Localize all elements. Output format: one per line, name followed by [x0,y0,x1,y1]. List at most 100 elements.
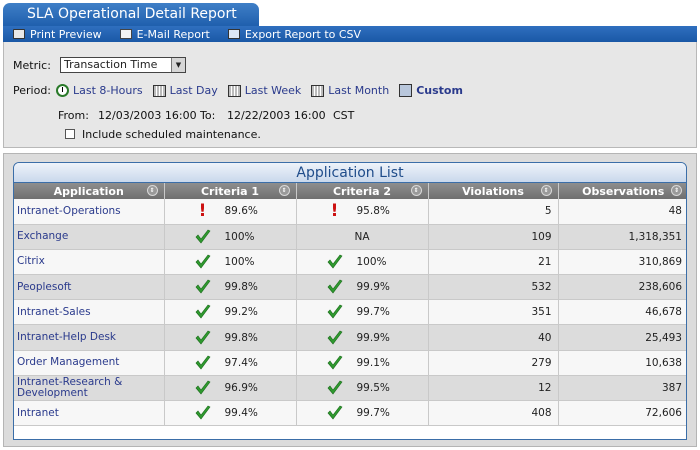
observations-value: 10,638 [558,350,686,376]
column-header-criteria-2[interactable]: Criteria 2 ⇕ [296,183,429,199]
criteria-cell: 100% [296,249,429,276]
table-row[interactable]: Order Management 97.4% 99.1% 279 10,638 [14,350,686,376]
sort-icon[interactable]: ⇕ [540,185,552,196]
table-row[interactable]: Intranet-Help Desk 99.8% 99.9% 40 25,493 [14,324,686,351]
custom-calendar-icon [399,84,413,97]
column-header-criteria-1[interactable]: Criteria 1 ⇕ [164,183,297,199]
period-last-8-hours[interactable]: Last 8-Hours [56,84,143,97]
application-link[interactable]: Intranet-Research & Development [14,375,165,402]
print-preview-button[interactable]: Print Preview [13,28,102,41]
to-label: To: [200,109,216,122]
violations-value: 279 [428,350,559,376]
column-header-violations[interactable]: Violations ⇕ [428,183,559,199]
criteria-cell: 100% [164,249,297,276]
checkmark-icon [195,405,211,421]
criteria-cell: 99.4% [164,400,297,427]
maintenance-label: Include scheduled maintenance. [82,128,261,141]
column-header-application[interactable]: Application ⇕ [14,183,165,199]
criteria-cell: 99.2% [164,299,297,326]
criteria-value: 100% [224,230,255,243]
observations-value: 72,606 [558,400,686,427]
table-row[interactable]: Intranet-Research & Development 96.9% 99.5… [14,375,686,402]
to-value[interactable]: 12/22/2003 16:00 [227,109,326,122]
table-row[interactable]: Exchange 100% NA 109 1,318,351 [14,224,686,250]
period-label-text: Last 8-Hours [73,84,143,97]
export-icon [227,29,240,39]
table-row[interactable]: Citrix 100% 100% 21 310,869 [14,249,686,276]
checkmark-icon [195,330,211,346]
checkmark-icon [195,304,211,320]
export-csv-button[interactable]: Export Report to CSV [227,28,361,41]
application-link[interactable]: Intranet [14,400,165,427]
criteria-cell: 99.7% [296,400,429,427]
period-last-week[interactable]: Last Week [227,84,302,97]
metric-select[interactable]: Transaction Time ▼ [60,57,186,73]
period-label-text: Last Day [169,84,218,97]
criteria-value: 95.8% [356,205,390,218]
application-link[interactable]: Intranet-Help Desk [14,324,165,351]
from-value[interactable]: 12/03/2003 16:00 [98,109,197,122]
maintenance-checkbox[interactable] [65,129,75,139]
sort-icon[interactable]: ⇕ [410,185,422,196]
criteria-value: 99.9% [356,331,390,344]
observations-value: 387 [558,375,686,402]
calendar-icon [227,84,241,97]
metric-value: Transaction Time [64,58,158,71]
sort-icon[interactable]: ⇕ [278,185,290,196]
envelope-icon [119,29,132,39]
checkmark-icon [195,355,211,371]
period-last-month[interactable]: Last Month [311,84,389,97]
application-link[interactable]: Intranet-Sales [14,299,165,326]
column-header-observations[interactable]: Observations ⇕ [558,183,686,199]
period-last-day[interactable]: Last Day [152,84,218,97]
filter-panel: Metric: Transaction Time ▼ Period: Last … [3,42,697,148]
printer-icon [13,29,25,39]
criteria-value: NA [354,230,370,243]
application-link[interactable]: Exchange [14,224,165,250]
criteria-cell: 99.8% [164,274,297,301]
application-rows: Intranet-Operations! 89.6%! 95.8% 5 48 Exchan… [14,199,686,427]
chevron-down-icon[interactable]: ▼ [171,58,185,72]
checkmark-icon [327,304,343,320]
violations-value: 12 [428,375,559,402]
period-custom[interactable]: Custom [399,84,463,97]
violations-value: 109 [428,224,559,250]
exclamation-icon: ! [198,201,207,222]
criteria-value: 99.8% [224,281,258,294]
observations-value: 46,678 [558,299,686,326]
calendar-icon [311,84,325,97]
criteria-value: 89.6% [224,205,258,218]
application-table: Application ⇕ Criteria 1 ⇕ Criteria 2 ⇕ Vio… [14,183,686,427]
violations-value: 40 [428,324,559,351]
checkmark-icon [195,229,211,245]
checkmark-icon [195,279,211,295]
application-link[interactable]: Peoplesoft [14,274,165,301]
checkmark-icon [327,355,343,371]
application-link[interactable]: Order Management [14,350,165,376]
checkmark-icon [327,279,343,295]
checkmark-icon [327,380,343,396]
clock-icon [56,84,69,97]
email-report-button[interactable]: E-Mail Report [119,28,210,41]
table-row[interactable]: Intranet 99.4% 99.7% 408 72,606 [14,400,686,427]
application-list-title: Application List [14,163,686,183]
application-link[interactable]: Citrix [14,249,165,276]
from-label: From: [58,109,89,122]
criteria-cell: 99.9% [296,274,429,301]
observations-value: 1,318,351 [558,224,686,250]
table-row[interactable]: Intranet-Operations! 89.6%! 95.8% 5 48 [14,199,686,225]
criteria-cell: 99.1% [296,350,429,376]
table-row[interactable]: Peoplesoft 99.8% 99.9% 532 238,606 [14,274,686,301]
toolbar: Print Preview E-Mail Report Export Repor… [3,26,697,42]
sort-icon[interactable]: ⇕ [671,185,682,196]
violations-value: 351 [428,299,559,326]
criteria-value: 99.1% [356,356,390,369]
metric-label: Metric: [13,59,51,72]
table-row[interactable]: Intranet-Sales 99.2% 99.7% 351 46,678 [14,299,686,326]
checkmark-icon [327,405,343,421]
criteria-cell: 99.8% [164,324,297,351]
print-preview-label: Print Preview [30,27,102,41]
period-label-text: Last Week [244,84,302,97]
sort-icon[interactable]: ⇕ [146,185,158,196]
application-link[interactable]: Intranet-Operations [14,199,165,225]
